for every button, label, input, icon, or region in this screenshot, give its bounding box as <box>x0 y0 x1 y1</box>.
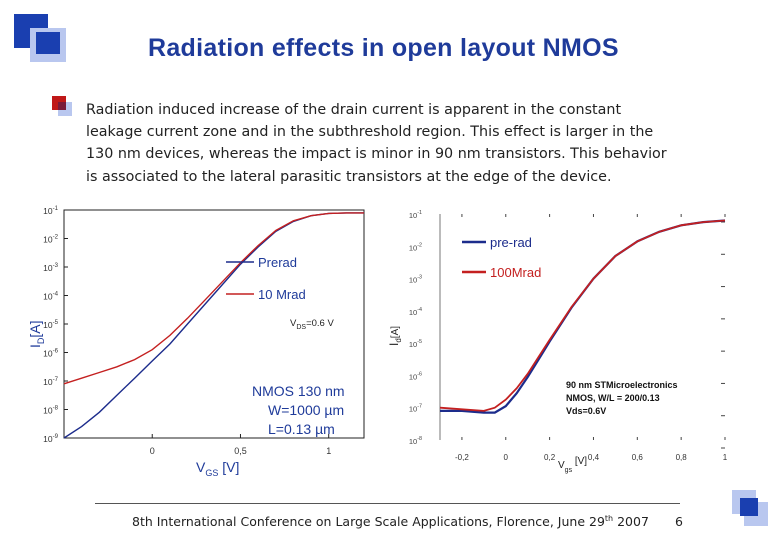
y-tick-label: 10-7 <box>409 404 422 414</box>
y-tick-label: 10-5 <box>409 339 422 349</box>
x-tick-label: 1 <box>326 446 331 456</box>
y-tick-label: 10-3 <box>409 275 422 285</box>
device-annotation-line: W=1000 µm <box>268 402 344 418</box>
x-tick-label: 0,2 <box>544 453 556 462</box>
top-left-logo <box>14 14 80 64</box>
y-tick-label: 10-5 <box>43 319 59 330</box>
legend-label: pre-rad <box>490 235 532 250</box>
chart-130nm-id-vgs: 10-1 10-2 10-3 10-4 10-5 10-6 10-7 10-8 10-9 0 0,5… <box>27 205 365 478</box>
device-annotation-line: L=0.13 µm <box>268 421 335 437</box>
y-tick-label: 10-1 <box>43 205 59 216</box>
y-tick-label: 10-6 <box>43 348 59 359</box>
y-tick-label: 10-1 <box>409 210 422 220</box>
description-paragraph: Radiation induced increase of the drain … <box>86 99 756 188</box>
x-tick-label: 0,6 <box>632 453 644 462</box>
bullet-square-icon <box>52 96 72 116</box>
y-tick-label: 10-7 <box>43 376 59 387</box>
footer-sup: th <box>604 514 614 523</box>
device-annotation-line: NMOS, W/L = 200/0.13 <box>566 393 660 403</box>
footer-conference: 8th International Conference on Large Sc… <box>132 514 649 529</box>
x-tick-label: -0,2 <box>455 453 469 462</box>
bottom-right-logo <box>732 490 772 530</box>
x-axis-label: Vgs [V] <box>558 456 587 474</box>
device-annotation-line: 90 nm STMicroelectronics <box>566 380 678 390</box>
plot-frame <box>63 209 365 439</box>
vds-annotation: VDS=0.6 V <box>290 318 334 331</box>
device-annotation-line: Vds=0.6V <box>566 406 606 416</box>
x-tick-label: 0,8 <box>676 453 688 462</box>
y-tick-label: 10-2 <box>409 242 422 252</box>
legend-label: 10 Mrad <box>258 287 306 302</box>
y-tick-label: 10-8 <box>409 436 422 446</box>
footer-year: 2007 <box>613 514 649 530</box>
y-tick-label: 10-3 <box>43 262 59 273</box>
device-annotation-line: NMOS 130 nm <box>252 383 345 399</box>
paragraph-line: is associated to the lateral parasitic t… <box>86 168 612 185</box>
y-tick-label: 10-9 <box>43 433 59 444</box>
y-axis-label: Id[A] <box>387 326 403 346</box>
x-tick-label: 1 <box>723 453 728 462</box>
x-tick-label: 0 <box>150 446 155 456</box>
y-tick-label: 10-4 <box>43 291 59 302</box>
y-tick-label: 10-6 <box>409 371 422 381</box>
paragraph-line: leakage current zone and in the subthres… <box>86 124 654 141</box>
legend-label: 100Mrad <box>490 265 541 280</box>
x-tick-label: 0,5 <box>234 446 247 456</box>
series-line-10mrad <box>63 212 364 385</box>
y-axis-label: ID[A] <box>27 320 46 348</box>
x-tick-label: 0,4 <box>588 453 600 462</box>
footer-text: 8th International Conference on Large Sc… <box>132 514 605 530</box>
y-tick-label: 10-4 <box>409 307 422 317</box>
paragraph-line: 130 nm devices, whereas the impact is mi… <box>86 146 667 163</box>
page-number: 6 <box>675 514 683 529</box>
y-tick-label: 10-8 <box>43 405 59 416</box>
series-line-100mrad <box>439 219 726 412</box>
paragraph-line: Radiation induced increase of the drain … <box>86 102 622 118</box>
footer-divider <box>95 503 680 504</box>
x-tick-label: 0 <box>504 453 509 462</box>
x-axis-label: VGS [V] <box>196 459 239 478</box>
slide-title: Radiation effects in open layout NMOS <box>148 34 619 62</box>
legend-label: Prerad <box>258 255 297 270</box>
chart-90nm-id-vgs: 10-1 10-2 10-3 10-4 10-5 10-6 10-7 10-8 -0,2 0 0,2… <box>387 210 728 474</box>
y-tick-label: 10-2 <box>43 234 59 245</box>
